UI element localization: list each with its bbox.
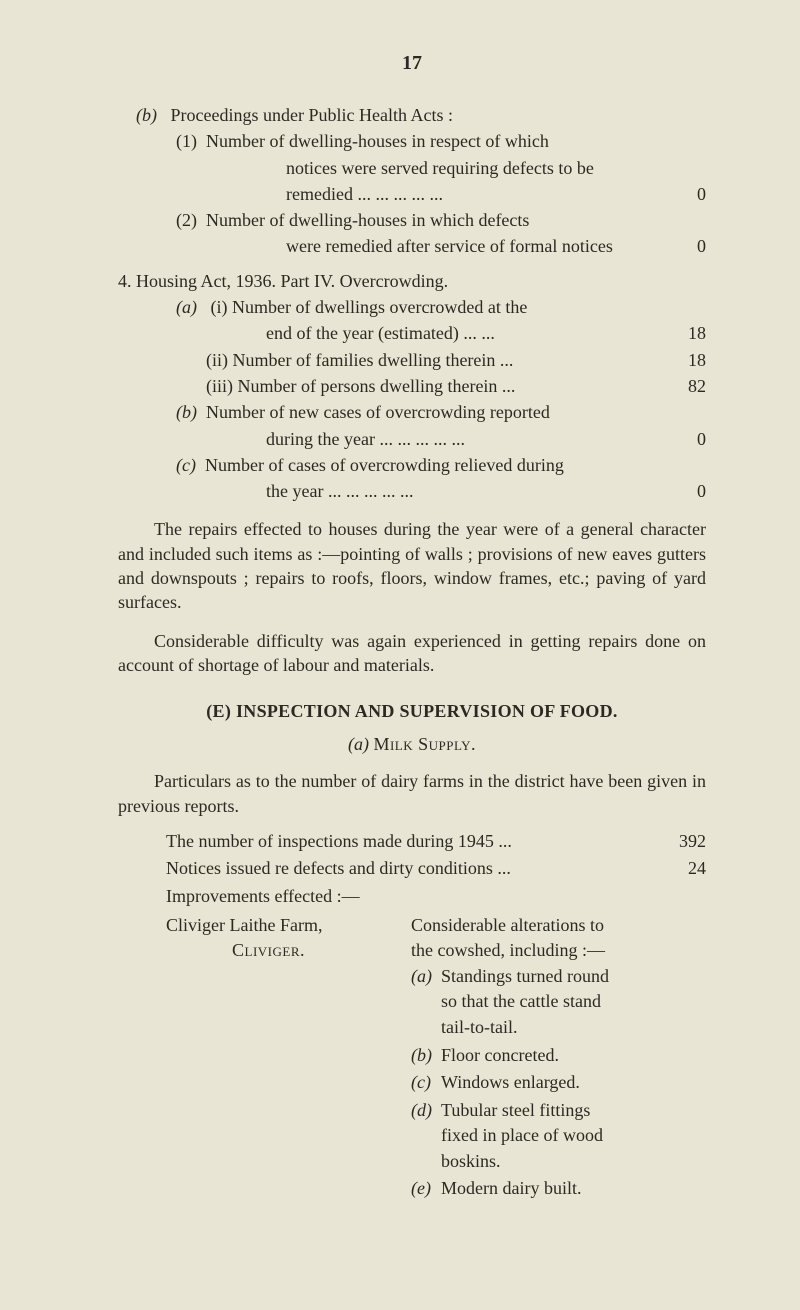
bb-l1: Number of new cases of overcrowding repo… <box>206 402 550 422</box>
list-item-a: (a) Standings turned round so that the c… <box>411 964 706 1041</box>
a-i-val: 18 <box>652 321 706 345</box>
txt-b: Floor concreted. <box>441 1043 706 1069</box>
b1-l3: remedied ... ... ... ... ... <box>286 182 443 206</box>
item-b2-line1: (2) Number of dwelling-houses in which d… <box>118 208 706 232</box>
a-iii-val: 82 <box>652 374 706 398</box>
text-b-heading: Proceedings under Public Health Acts : <box>171 105 453 125</box>
lab-c: (c) <box>411 1070 441 1096</box>
marker-cc: (c) <box>176 455 196 475</box>
farm-right-col: Considerable alterations to the cowshed,… <box>411 913 706 1204</box>
list-item-b: (b) Floor concreted. <box>411 1043 706 1069</box>
para-difficulty: Considerable difficulty was again experi… <box>118 629 706 678</box>
a-ii-text: (ii) Number of families dwelling therein… <box>206 348 513 372</box>
stat2-label: Notices issued re defects and dirty cond… <box>166 855 511 882</box>
farm-left-col: Cliviger Laithe Farm, Cliviger. <box>118 913 411 1204</box>
marker-b1: (1) <box>176 131 197 151</box>
para-particulars: Particulars as to the number of dairy fa… <box>118 769 706 818</box>
stat2-val: 24 <box>656 855 706 882</box>
bb-val: 0 <box>652 427 706 451</box>
lab-a: (a) <box>411 964 441 1041</box>
cc-val: 0 <box>652 479 706 503</box>
bb-l2: during the year ... ... ... ... ... <box>266 427 465 451</box>
h4-text: 4. Housing Act, 1936. Part IV. Overcrowd… <box>118 269 448 293</box>
a-i-l1: (i) Number of dwellings overcrowded at t… <box>211 297 528 317</box>
a-i-line1: (a) (i) Number of dwellings overcrowded … <box>118 295 706 319</box>
page-number: 17 <box>118 52 706 75</box>
item-b1-line3: remedied ... ... ... ... ... 0 <box>118 182 706 206</box>
farm-name-l1: Cliviger Laithe Farm, <box>166 913 411 939</box>
list-item-e: (e) Modern dairy built. <box>411 1176 706 1202</box>
b2-val: 0 <box>652 234 706 258</box>
a-iii: (iii) Number of persons dwelling therein… <box>118 374 706 398</box>
lettered-list: (a) Standings turned round so that the c… <box>411 964 706 1202</box>
b2-l1: Number of dwelling-houses in which defec… <box>206 210 529 230</box>
rcol-desc-l1: Considerable alterations to <box>411 913 706 939</box>
cc-l1: Number of cases of overcrowding relieved… <box>205 455 564 475</box>
item-b1-line2: notices were served requiring defects to… <box>118 156 706 180</box>
a-ii-val: 18 <box>652 348 706 372</box>
txt-e: Modern dairy built. <box>441 1176 706 1202</box>
cc-l2: the year ... ... ... ... ... <box>266 479 413 503</box>
marker-b2: (2) <box>176 210 197 230</box>
a-iii-text: (iii) Number of persons dwelling therein… <box>206 374 515 398</box>
page: 17 (b) Proceedings under Public Health A… <box>0 0 800 1310</box>
sub-a-heading: (a) Milk Supply. <box>118 734 706 755</box>
a-i-l2: end of the year (estimated) ... ... <box>266 321 495 345</box>
b2-l2: were remedied after service of formal no… <box>286 234 613 258</box>
item-b-heading: (b) Proceedings under Public Health Acts… <box>118 103 706 127</box>
marker-bb: (b) <box>176 402 197 422</box>
txt-d: Tubular steel fittings fixed in place of… <box>441 1098 706 1175</box>
a-ii: (ii) Number of families dwelling therein… <box>118 348 706 372</box>
stat-inspections: The number of inspections made during 19… <box>118 828 706 855</box>
farm-name-l2: Cliviger. <box>232 940 305 960</box>
marker-b: (b) <box>136 105 157 125</box>
bb-line2: during the year ... ... ... ... ... 0 <box>118 427 706 451</box>
b1-val: 0 <box>652 182 706 206</box>
housing-act-heading: 4. Housing Act, 1936. Part IV. Overcrowd… <box>118 269 706 293</box>
improvements-heading: Improvements effected :— <box>118 886 706 907</box>
list-item-d: (d) Tubular steel fittings fixed in plac… <box>411 1098 706 1175</box>
farm-block: Cliviger Laithe Farm, Cliviger. Consider… <box>118 913 706 1204</box>
cc-line2: the year ... ... ... ... ... 0 <box>118 479 706 503</box>
rcol-desc-l2: the cowshed, including :— <box>411 938 706 964</box>
para-repairs: The repairs effected to houses during th… <box>118 517 706 614</box>
txt-a: Standings turned round so that the cattl… <box>441 964 706 1041</box>
bb-line1: (b) Number of new cases of overcrowding … <box>118 400 706 424</box>
lab-b: (b) <box>411 1043 441 1069</box>
a-i-line2: end of the year (estimated) ... ... 18 <box>118 321 706 345</box>
cc-line1: (c) Number of cases of overcrowding reli… <box>118 453 706 477</box>
b1-l2: notices were served requiring defects to… <box>286 156 594 180</box>
lab-d: (d) <box>411 1098 441 1175</box>
lab-e: (e) <box>411 1176 441 1202</box>
b1-l1: Number of dwelling-houses in respect of … <box>206 131 549 151</box>
stat1-val: 392 <box>656 828 706 855</box>
section-e-heading: (E) INSPECTION AND SUPERVISION OF FOOD. <box>118 701 706 722</box>
marker-a: (a) <box>176 297 197 317</box>
stat-notices: Notices issued re defects and dirty cond… <box>118 855 706 882</box>
txt-c: Windows enlarged. <box>441 1070 706 1096</box>
list-item-c: (c) Windows enlarged. <box>411 1070 706 1096</box>
item-b1-line1: (1) Number of dwelling-houses in respect… <box>118 129 706 153</box>
item-b2-line2: were remedied after service of formal no… <box>118 234 706 258</box>
stat1-label: The number of inspections made during 19… <box>166 828 512 855</box>
